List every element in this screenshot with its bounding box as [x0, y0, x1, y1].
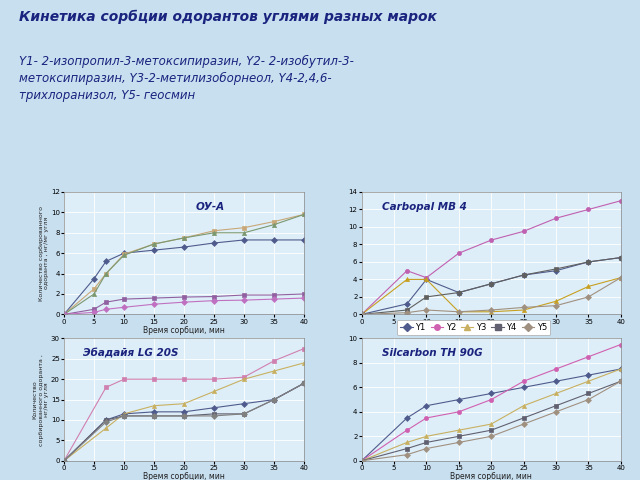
Text: Y1- 2-изопропил-3-метоксипиразин, Y2- 2-изобутил-3-
метоксипиразин, Y3-2-метилиз: Y1- 2-изопропил-3-метоксипиразин, Y2- 2-…: [19, 55, 354, 102]
Text: Эбадайя LG 20S: Эбадайя LG 20S: [83, 348, 179, 358]
X-axis label: Время сорбции, мин: Время сорбции, мин: [451, 472, 532, 480]
Text: Кинетика сорбции одорантов углями разных марок: Кинетика сорбции одорантов углями разных…: [19, 10, 437, 24]
X-axis label: Время сорбции, мин: Время сорбции, мин: [143, 472, 225, 480]
Text: ОУ-А: ОУ-А: [196, 202, 225, 212]
Legend: Y1, Y2, Y3, Y4, Y5: Y1, Y2, Y3, Y4, Y5: [397, 320, 550, 336]
Y-axis label: Количество сорбированного
одоранта , нг/мг угля: Количество сорбированного одоранта , нг/…: [38, 206, 49, 300]
X-axis label: Время сорбции, мин: Время сорбции, мин: [143, 326, 225, 335]
Text: Silcarbon TH 90G: Silcarbon TH 90G: [382, 348, 483, 358]
Text: Carbopal MB 4: Carbopal MB 4: [382, 202, 467, 212]
Y-axis label: Количество
сорбированного одоранта ,
нг/мг угля: Количество сорбированного одоранта , нг/…: [33, 354, 49, 445]
X-axis label: Время сорбции, мин: Время сорбции, мин: [451, 326, 532, 335]
